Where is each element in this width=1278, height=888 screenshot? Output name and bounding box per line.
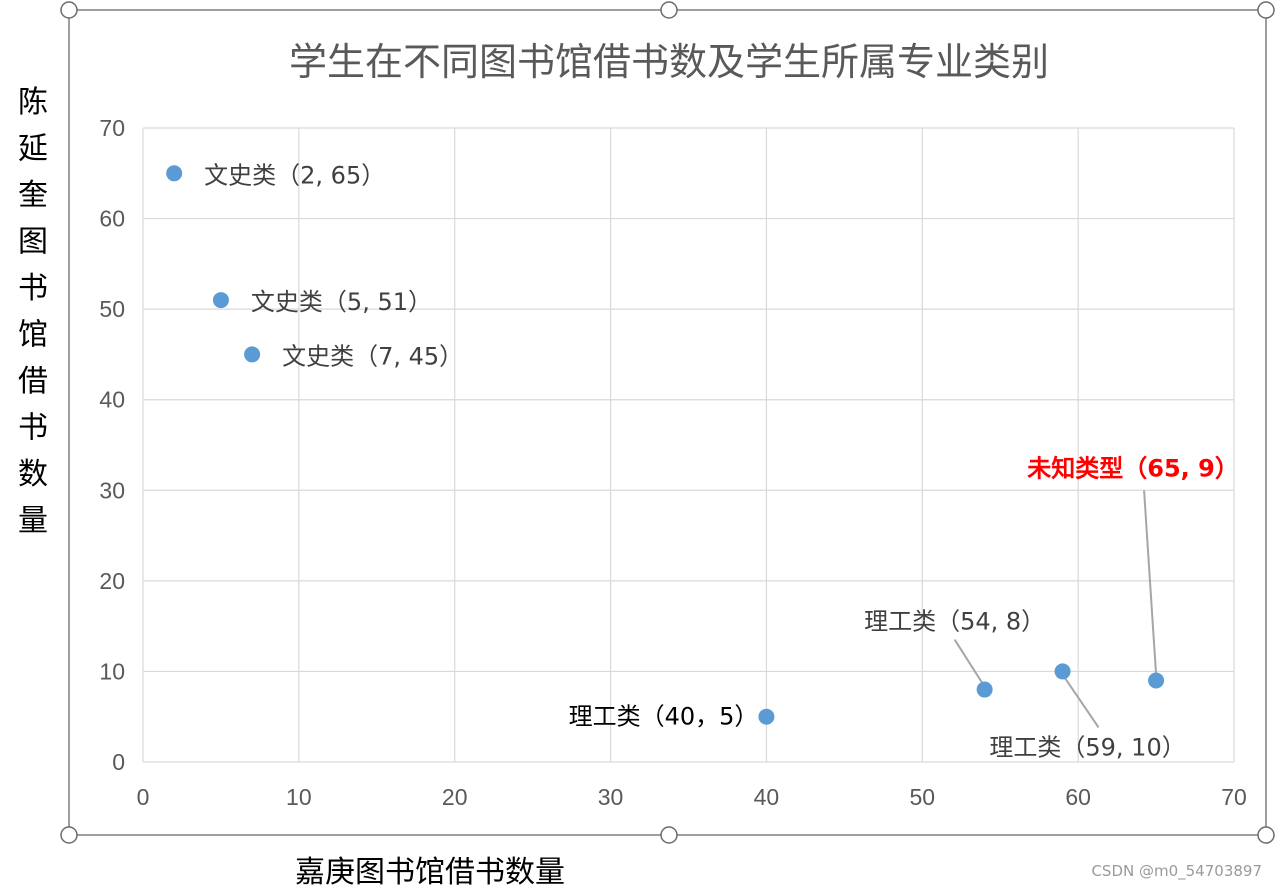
y-tick-label: 40 <box>99 387 125 413</box>
data-label: 理工类（40，5） <box>569 703 759 731</box>
selection-frame[interactable] <box>60 1 1275 844</box>
y-axis-title-char: 借 <box>18 364 48 399</box>
data-label: 文史类（2, 65） <box>204 161 385 189</box>
y-tick-label: 50 <box>99 296 125 322</box>
x-tick-label: 60 <box>1065 784 1091 810</box>
x-tick-label: 70 <box>1221 784 1247 810</box>
x-tick-label: 30 <box>598 784 624 810</box>
y-axis-title-char: 陈 <box>18 85 48 120</box>
resize-handle[interactable] <box>1257 1 1275 19</box>
gridlines <box>142 127 1235 763</box>
data-label: 文史类（7, 45） <box>282 342 463 370</box>
resize-handle[interactable] <box>660 826 678 844</box>
y-tick-label: 60 <box>99 206 125 232</box>
data-point <box>758 708 775 725</box>
x-axis-title: 嘉庚图书馆借书数量 <box>295 855 565 888</box>
y-tick-label: 70 <box>99 115 125 141</box>
data-label: 理工类（59, 10） <box>989 733 1185 761</box>
data-points <box>166 165 1165 725</box>
y-axis-title-char: 书 <box>18 271 48 306</box>
y-axis-title-char: 书 <box>18 411 48 446</box>
data-label: 未知类型（65, 9） <box>1027 454 1239 482</box>
watermark: CSDN @m0_54703897 <box>1091 862 1262 881</box>
y-tick-label: 10 <box>99 658 125 684</box>
x-tick-label: 50 <box>909 784 935 810</box>
y-axis-title-char: 奎 <box>18 178 48 213</box>
leader-lines <box>953 490 1158 728</box>
x-tick-label: 0 <box>137 784 150 810</box>
leader-line <box>953 639 984 685</box>
y-axis-title-char: 量 <box>18 504 48 539</box>
tick-labels: 0 10 20 30 40 50 60 70 0 10 20 30 40 50 60 70 <box>99 115 1246 810</box>
y-axis-title-char: 图 <box>18 225 48 260</box>
x-tick-label: 10 <box>286 784 312 810</box>
y-axis-title-char: 数 <box>18 457 48 492</box>
data-labels: 文史类（2, 65） 文史类（5, 51） 文史类（7, 45） 理工类（40，5） 理… <box>204 161 1239 761</box>
resize-handle[interactable] <box>1257 826 1275 844</box>
y-tick-label: 0 <box>112 749 125 775</box>
data-point <box>244 346 261 363</box>
y-axis-title-char: 馆 <box>18 318 48 353</box>
leader-line <box>1063 676 1100 728</box>
data-point <box>1148 672 1165 689</box>
y-axis-title-char: 延 <box>18 132 48 167</box>
x-tick-label: 20 <box>442 784 468 810</box>
data-label: 文史类（5, 51） <box>251 288 432 316</box>
y-tick-label: 30 <box>99 477 125 503</box>
resize-handle[interactable] <box>60 1 78 19</box>
resize-handle[interactable] <box>60 826 78 844</box>
leader-line <box>1143 490 1158 675</box>
x-tick-label: 40 <box>754 784 780 810</box>
y-tick-label: 20 <box>99 568 125 594</box>
data-point <box>166 165 183 182</box>
data-point <box>976 681 993 698</box>
data-point <box>212 292 229 309</box>
resize-handle[interactable] <box>660 1 678 19</box>
chart-title: 学生在不同图书馆借书数及学生所属专业类别 <box>289 40 1049 84</box>
data-label: 理工类（54, 8） <box>864 608 1045 636</box>
data-point <box>1054 663 1071 680</box>
